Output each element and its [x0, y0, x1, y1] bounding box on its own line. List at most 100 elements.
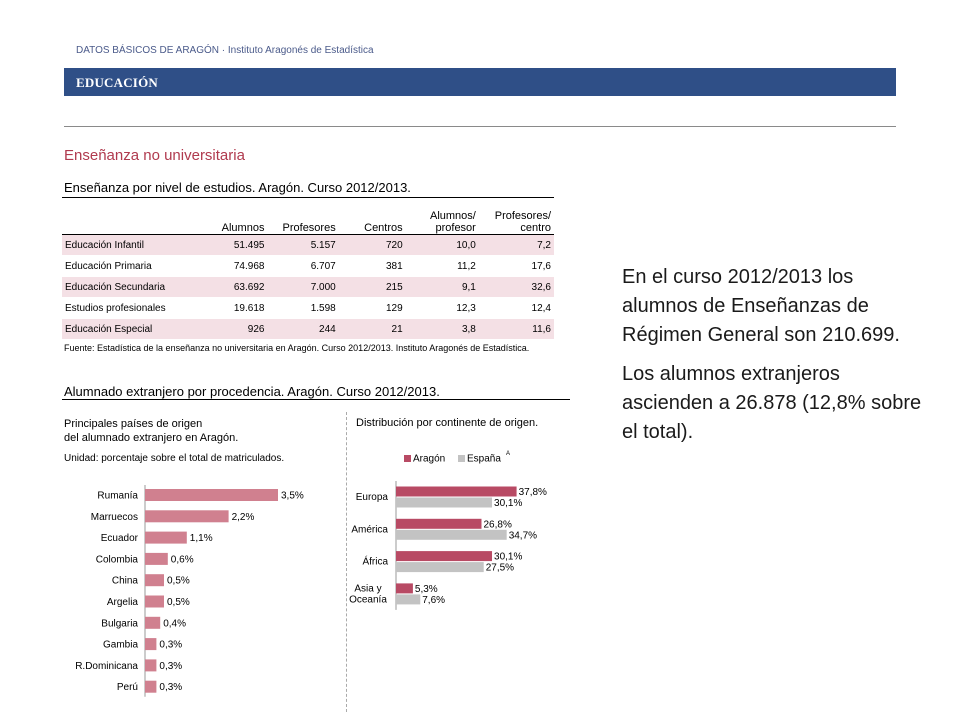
table-header-rule — [62, 234, 554, 235]
section-banner: EDUCACIÓN — [64, 68, 896, 96]
divider — [64, 126, 896, 127]
continent-label: Asia y Oceanía — [349, 583, 387, 605]
table-cell: 10,0 — [405, 235, 479, 256]
summary-paragraph-1: En el curso 2012/2013 los alumnos de Ens… — [622, 266, 900, 346]
table-header-row: Alumnos Profesores Centros Alumnos/ profeso… — [62, 198, 554, 235]
continent-value-label: 7,6% — [422, 595, 445, 606]
section-title: Enseñanza no universitaria — [64, 147, 245, 164]
continent-bar — [396, 497, 493, 508]
continent-bar — [396, 518, 482, 529]
table-cell: 21 — [338, 318, 406, 340]
continent-value-label: 5,3% — [415, 584, 438, 595]
country-value-label: 1,1% — [190, 533, 213, 544]
table-row-label: Educación Secundaria — [62, 276, 202, 298]
continent-label: África — [362, 555, 388, 568]
country-value-label: 0,3% — [159, 661, 182, 672]
continent-bar — [396, 551, 493, 562]
table-cell: 244 — [267, 318, 339, 340]
country-label: Ecuador — [101, 533, 139, 544]
country-bar — [145, 638, 157, 651]
continent-value-label: 34,7% — [509, 530, 537, 541]
country-value-label: 2,2% — [232, 512, 255, 523]
table-row: Educación Primaria 74.968 6.707 381 11,2 17,6 — [62, 255, 554, 277]
table-column-header: Alumnos — [221, 222, 265, 234]
table-cell: 5.157 — [267, 235, 339, 256]
foreign-title-rule — [62, 399, 570, 400]
countries-chart-unit: Unidad: porcentaje sobre el total de mat… — [64, 453, 285, 464]
continent-value-label: 37,8% — [519, 487, 547, 498]
summary-text: En el curso 2012/2013 los alumnos de Ens… — [622, 263, 922, 457]
country-bar — [145, 616, 161, 629]
country-bar — [145, 552, 168, 565]
table-cell: 19.618 — [201, 297, 268, 319]
table-cell: 129 — [338, 297, 406, 319]
continent-value-label: 26,8% — [483, 519, 511, 530]
continents-chart-subtitle: Distribución por continente de origen. — [356, 417, 539, 429]
table-cell: 12,4 — [478, 297, 554, 319]
legend-note: A — [506, 451, 510, 457]
country-value-label: 0,3% — [159, 640, 182, 651]
country-bar — [145, 680, 157, 693]
table-row-label: Educación Especial — [62, 318, 202, 340]
country-bar — [145, 489, 278, 501]
continent-bar — [396, 583, 413, 594]
table-cell: 7.000 — [267, 276, 339, 298]
country-label: Perú — [117, 682, 138, 693]
table-cell: 9,1 — [405, 276, 479, 298]
countries-chart-subtitle: Principales países de origen del alumnad… — [64, 418, 239, 444]
country-bar — [145, 574, 164, 587]
table-column-header: Centros — [364, 222, 403, 234]
table-cell: 74.968 — [201, 255, 268, 277]
country-label: R.Dominicana — [75, 661, 138, 672]
table-cell: 1.598 — [267, 297, 339, 319]
table-column-header: Profesores/ centro — [494, 210, 551, 234]
chart-separator — [346, 412, 347, 712]
table-row: Educación Infantil 51.495 5.157 720 10,0 7,2 — [62, 235, 554, 256]
table-cell: 6.707 — [267, 255, 339, 277]
country-label: Bulgaria — [101, 618, 138, 629]
legend-label: España — [467, 454, 501, 465]
table-row: Educación Especial 926 244 21 3,8 11,6 — [62, 318, 554, 340]
table-source-note: Fuente: Estadística de la enseñanza no u… — [64, 343, 530, 353]
table-cell: 51.495 — [201, 235, 268, 256]
summary-paragraph-2: Los alumnos extranjeros ascienden a 26.8… — [622, 363, 922, 443]
table-cell: 381 — [338, 255, 406, 277]
source-header: DATOS BÁSICOS DE ARAGÓN · Instituto Arag… — [76, 45, 374, 56]
table-cell: 11,6 — [478, 318, 554, 340]
legend-swatch — [458, 455, 465, 462]
table-row: Estudios profesionales 19.618 1.598 129 12,3… — [62, 297, 554, 319]
country-label: Gambia — [103, 640, 138, 651]
country-bar — [145, 510, 229, 523]
continent-label: América — [351, 524, 388, 535]
table-cell: 926 — [201, 318, 268, 340]
table-row-label: Estudios profesionales — [62, 297, 202, 319]
country-bar — [145, 531, 187, 544]
table-row-label: Educación Primaria — [62, 255, 202, 277]
continent-value-label: 30,1% — [494, 498, 522, 509]
foreign-students-title: Alumnado extranjero por procedencia. Ara… — [64, 384, 440, 399]
country-bar — [145, 659, 157, 672]
country-value-label: 0,5% — [167, 597, 190, 608]
country-value-label: 0,3% — [159, 682, 182, 693]
table-cell: 32,6 — [478, 276, 554, 298]
country-label: Marruecos — [91, 512, 138, 523]
continent-label: Europa — [356, 492, 389, 503]
continent-bar — [396, 529, 507, 540]
continent-value-label: 30,1% — [494, 552, 522, 563]
continent-value-label: 27,5% — [486, 563, 514, 574]
continent-bar — [396, 562, 484, 573]
table-title: Enseñanza por nivel de estudios. Aragón.… — [64, 180, 411, 195]
table-cell: 12,3 — [405, 297, 479, 319]
country-value-label: 0,6% — [171, 554, 194, 565]
table-column-header: Profesores — [282, 222, 336, 234]
education-table: Alumnos Profesores Centros Alumnos/ profeso… — [62, 198, 554, 340]
country-value-label: 3,5% — [281, 491, 304, 502]
country-value-label: 0,4% — [163, 618, 186, 629]
legend-swatch — [404, 455, 411, 462]
table-cell: 11,2 — [405, 255, 479, 277]
country-bar — [145, 595, 164, 608]
table-row-label: Educación Infantil — [62, 235, 202, 256]
table-top-rule — [62, 197, 554, 198]
table-cell: 63.692 — [201, 276, 268, 298]
country-label: Colombia — [96, 554, 139, 565]
